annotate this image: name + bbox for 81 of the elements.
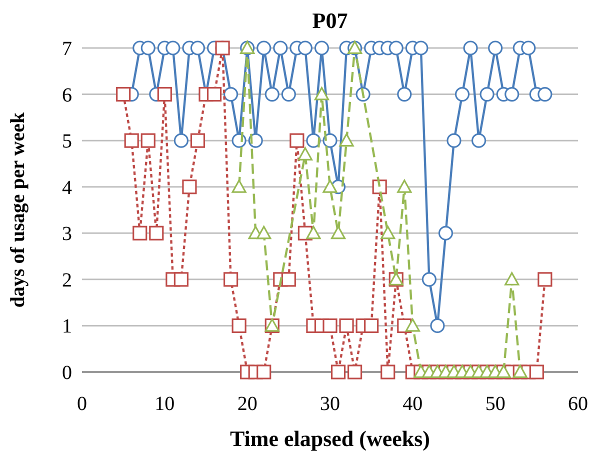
chart-title: P07	[312, 8, 348, 33]
point	[281, 272, 296, 287]
x-tick-label: 60	[568, 393, 588, 415]
point	[438, 226, 454, 240]
point	[206, 86, 222, 102]
point	[132, 226, 148, 240]
y-tick-label: 7	[62, 38, 72, 60]
point	[149, 226, 164, 240]
point	[140, 133, 156, 148]
point	[380, 364, 396, 380]
y-tick-label: 0	[62, 362, 72, 384]
point	[157, 86, 172, 102]
y-tick-label: 3	[62, 223, 72, 246]
point	[538, 272, 552, 287]
point	[306, 133, 321, 148]
point	[504, 86, 520, 102]
point	[472, 133, 486, 148]
point	[364, 318, 379, 334]
point	[414, 40, 428, 56]
x-tick-label: 10	[154, 393, 175, 415]
point	[140, 40, 156, 56]
point	[281, 86, 296, 102]
x-tick-label: 20	[237, 393, 258, 415]
point	[521, 40, 536, 56]
x-tick-label: 40	[402, 393, 423, 415]
y-tick-label: 5	[62, 130, 72, 153]
point	[224, 272, 238, 287]
point	[504, 272, 520, 286]
point	[306, 226, 321, 240]
point	[232, 180, 246, 193]
point	[174, 272, 188, 287]
point	[538, 86, 552, 102]
point	[330, 226, 346, 240]
point	[405, 318, 420, 332]
point	[330, 364, 346, 380]
point	[314, 40, 330, 56]
point	[380, 226, 396, 240]
point	[256, 226, 272, 240]
point	[454, 86, 470, 102]
point	[224, 86, 238, 102]
point	[298, 147, 312, 160]
point	[529, 364, 544, 380]
point	[256, 40, 272, 56]
x-axis-title: Time elapsed (weeks)	[230, 426, 430, 451]
point	[290, 133, 304, 148]
point	[322, 133, 338, 148]
point	[166, 40, 180, 56]
point	[397, 86, 412, 102]
y-axis-title: days of usage per week	[7, 112, 29, 308]
point	[446, 133, 462, 148]
y-tick-label: 1	[62, 316, 72, 338]
x-tick-label: 30	[320, 393, 340, 415]
point	[264, 86, 280, 102]
y-tick-label: 2	[62, 269, 72, 292]
point	[190, 133, 206, 148]
point	[422, 272, 436, 287]
point	[232, 318, 246, 334]
point	[480, 86, 494, 102]
point	[298, 40, 312, 56]
point	[397, 180, 412, 193]
point	[322, 318, 338, 334]
point	[430, 318, 445, 334]
point	[348, 364, 362, 380]
point	[174, 133, 188, 148]
point	[488, 40, 503, 56]
point	[190, 40, 206, 56]
x-tick-label: 50	[485, 393, 506, 415]
x-tick-label: 0	[77, 393, 87, 415]
point	[339, 133, 354, 147]
y-tick-label: 6	[62, 84, 72, 106]
point	[339, 318, 354, 334]
point	[124, 133, 139, 148]
y-tick-label: 4	[62, 176, 72, 199]
point	[463, 40, 478, 56]
point	[388, 40, 404, 56]
point	[256, 364, 272, 380]
point	[116, 86, 131, 102]
point	[182, 180, 197, 194]
point	[273, 40, 288, 56]
point	[322, 180, 338, 193]
point	[314, 86, 330, 100]
